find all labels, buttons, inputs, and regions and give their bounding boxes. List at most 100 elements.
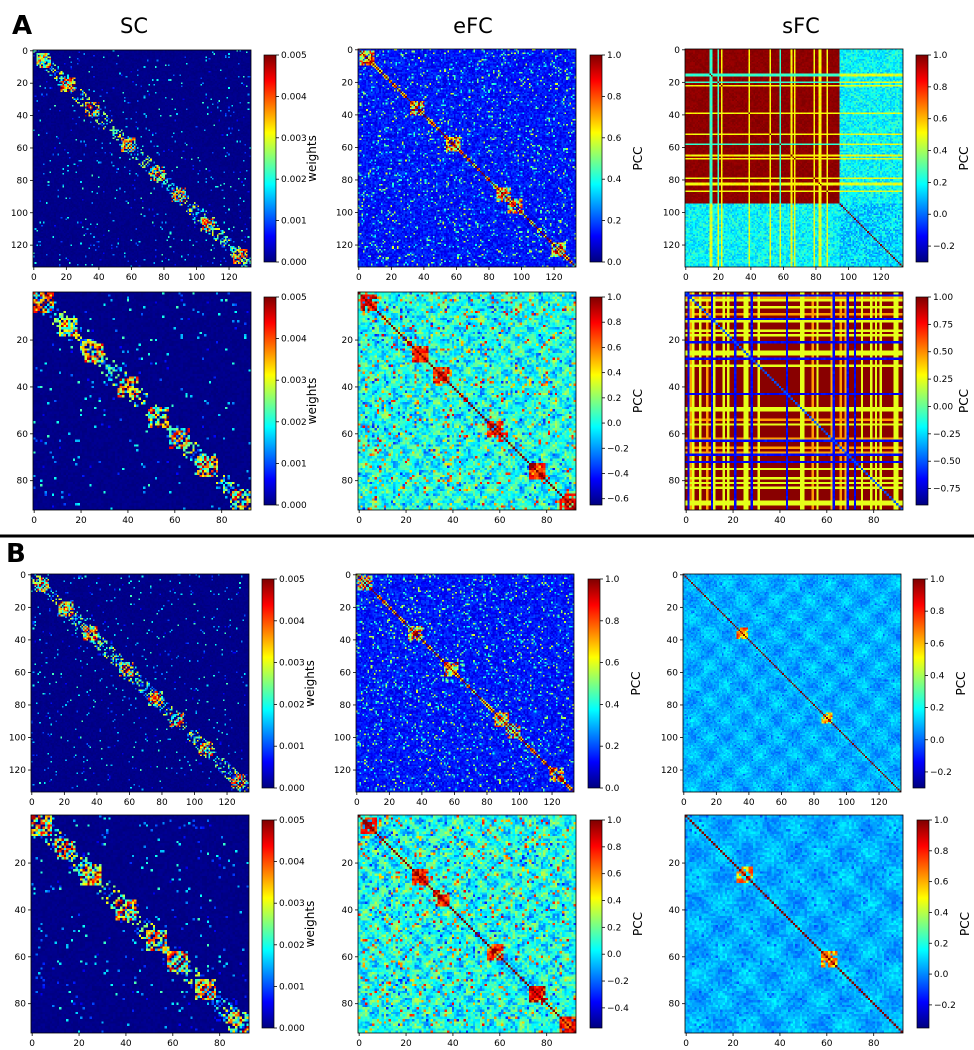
- colorbar-tick-label: 0.002: [279, 700, 305, 710]
- x-tick-label: 0: [683, 516, 689, 526]
- y-axis-ticks: 0 20 40 60 80 100 120: [336, 46, 358, 251]
- colorbar-tick-label: 0.003: [281, 134, 307, 144]
- x-tick-label: 20: [75, 516, 87, 526]
- colorbar-tick-label: 0.25: [933, 375, 953, 385]
- x-tick-label: 20: [727, 1039, 739, 1049]
- y-tick-label: 20: [342, 78, 354, 88]
- x-tick-label: 120: [872, 273, 889, 283]
- colorbar-label: PCC: [631, 912, 645, 936]
- heatmap-frame: [30, 814, 250, 1034]
- x-tick-label: 100: [838, 798, 855, 808]
- y-tick-label: 80: [17, 176, 29, 186]
- y-axis-ticks: 20 40 60 80: [17, 336, 33, 487]
- y-axis-ticks: 20 40 60 80: [669, 336, 685, 487]
- colorbar: [589, 819, 603, 1029]
- y-tick-label: 80: [342, 176, 354, 186]
- x-tick-label: 0: [29, 1039, 35, 1049]
- colorbar-tick-label: 0.005: [279, 575, 305, 585]
- colorbar-tick-label: 0.0: [607, 419, 622, 429]
- colorbar-tick-label: −0.4: [607, 469, 629, 479]
- x-axis-ticks: 0 20 40 60 80: [29, 1033, 226, 1049]
- y-tick-label: 40: [340, 636, 352, 646]
- y-tick-label: 40: [17, 112, 29, 122]
- colorbar-tick-label: 0.005: [279, 816, 305, 826]
- colorbar-tick-label: −0.50: [933, 457, 961, 467]
- colorbar: [915, 54, 929, 263]
- colorbar-ticks: 0.000 0.001 0.002 0.003 0.004 0.005: [276, 293, 307, 511]
- y-tick-label: 20: [342, 336, 354, 346]
- x-tick-label: 40: [93, 273, 105, 283]
- colorbar-tick-label: 0.8: [605, 617, 620, 627]
- colorbar-tick-label: 0.0: [605, 784, 620, 794]
- colorbar-tick-label: 0.000: [281, 501, 307, 511]
- colorbar-tick-label: 1.0: [933, 51, 948, 61]
- x-tick-label: 40: [774, 1039, 786, 1049]
- colorbar-ticks: −0.2 0.0 0.2 0.4 0.6 0.8 1.0: [928, 51, 955, 252]
- y-tick-label: 40: [667, 636, 679, 646]
- heatmap-frame: [684, 814, 904, 1034]
- colorbar: [589, 54, 603, 263]
- colorbar: [263, 296, 277, 506]
- x-tick-label: 20: [711, 798, 723, 808]
- colorbar-tick-label: −0.2: [930, 768, 952, 778]
- heatmap-frame: [32, 49, 252, 268]
- x-tick-label: 80: [541, 516, 553, 526]
- heatmap-image: [358, 815, 576, 1033]
- x-tick-label: 0: [29, 798, 35, 808]
- colorbar-tick-label: 0.004: [279, 617, 305, 627]
- colorbar-tick-label: 0.0: [607, 258, 622, 268]
- colorbar-label: PCC: [631, 389, 645, 413]
- y-tick-label: 60: [15, 953, 27, 963]
- y-tick-label: 60: [342, 953, 354, 963]
- colorbar-tick-label: 0.003: [279, 659, 305, 669]
- colorbar-label: weights: [303, 901, 317, 948]
- y-tick-label: 80: [669, 176, 681, 186]
- heatmap-panel-8: 0 20 40 60 80 100 1200204060801001200.00.20.40…: [334, 571, 643, 808]
- colorbar: [915, 296, 929, 506]
- colorbar-tick-label: 1.0: [934, 816, 949, 826]
- x-tick-label: 40: [91, 798, 103, 808]
- y-tick-label: 40: [342, 383, 354, 393]
- y-axis-ticks: 0 20 40 60 80 100 120: [11, 47, 33, 251]
- x-axis-ticks: 0 20 40 60 80: [31, 510, 228, 526]
- colorbar-tick-label: 1.0: [605, 575, 620, 585]
- y-tick-label: 20: [667, 603, 679, 613]
- x-tick-label: 80: [541, 1039, 553, 1049]
- x-axis-ticks: 0 20 40 60 80 100 120: [354, 792, 561, 808]
- y-tick-label: 60: [17, 430, 29, 440]
- x-tick-label: 0: [31, 273, 37, 283]
- colorbar-tick-label: −0.6: [607, 495, 629, 505]
- y-tick-label: 120: [336, 241, 353, 251]
- y-axis-ticks: 0 20 40 60 80 100 120: [334, 571, 356, 776]
- colorbar: [263, 54, 277, 263]
- y-tick-label: 40: [15, 906, 27, 916]
- x-tick-label: 0: [683, 1039, 689, 1049]
- heatmap-image: [33, 50, 251, 267]
- x-axis-ticks: 0 20 40 60 80 100 120: [29, 792, 236, 808]
- colorbar-tick-label: 0.6: [607, 343, 622, 353]
- x-tick-label: 80: [216, 516, 228, 526]
- colorbar-tick-label: 0.6: [934, 878, 949, 888]
- y-tick-label: 0: [20, 571, 26, 581]
- x-axis-ticks: 0 20 40 60 80 100 120: [356, 267, 563, 283]
- colorbar-label: weights: [305, 378, 319, 425]
- y-tick-label: 100: [663, 209, 680, 219]
- colorbar-tick-label: −0.4: [607, 1004, 629, 1014]
- y-axis-ticks: 0 20 40 60 80 100 120: [9, 571, 31, 776]
- colorbar-tick-label: 0.004: [281, 335, 307, 345]
- y-tick-label: 120: [663, 241, 680, 251]
- column-title-sc: SC: [120, 14, 148, 38]
- colorbar-tick-label: 0.0: [933, 210, 948, 220]
- x-tick-label: 20: [61, 273, 73, 283]
- heatmap-frame: [357, 291, 577, 511]
- x-tick-label: 80: [868, 1039, 880, 1049]
- heatmap-frame: [684, 48, 904, 268]
- heatmap-image: [685, 49, 903, 267]
- x-tick-label: 0: [683, 273, 689, 283]
- x-tick-label: 20: [386, 273, 398, 283]
- colorbar-tick-label: 0.8: [934, 847, 949, 857]
- y-tick-label: 40: [17, 383, 29, 393]
- heatmap-panel-1: 0 20 40 60 80 100 120 0 20 40 60 80 100 120 0.000 0.001…: [11, 47, 319, 283]
- y-axis-ticks: 20 40 60 80: [15, 859, 31, 1010]
